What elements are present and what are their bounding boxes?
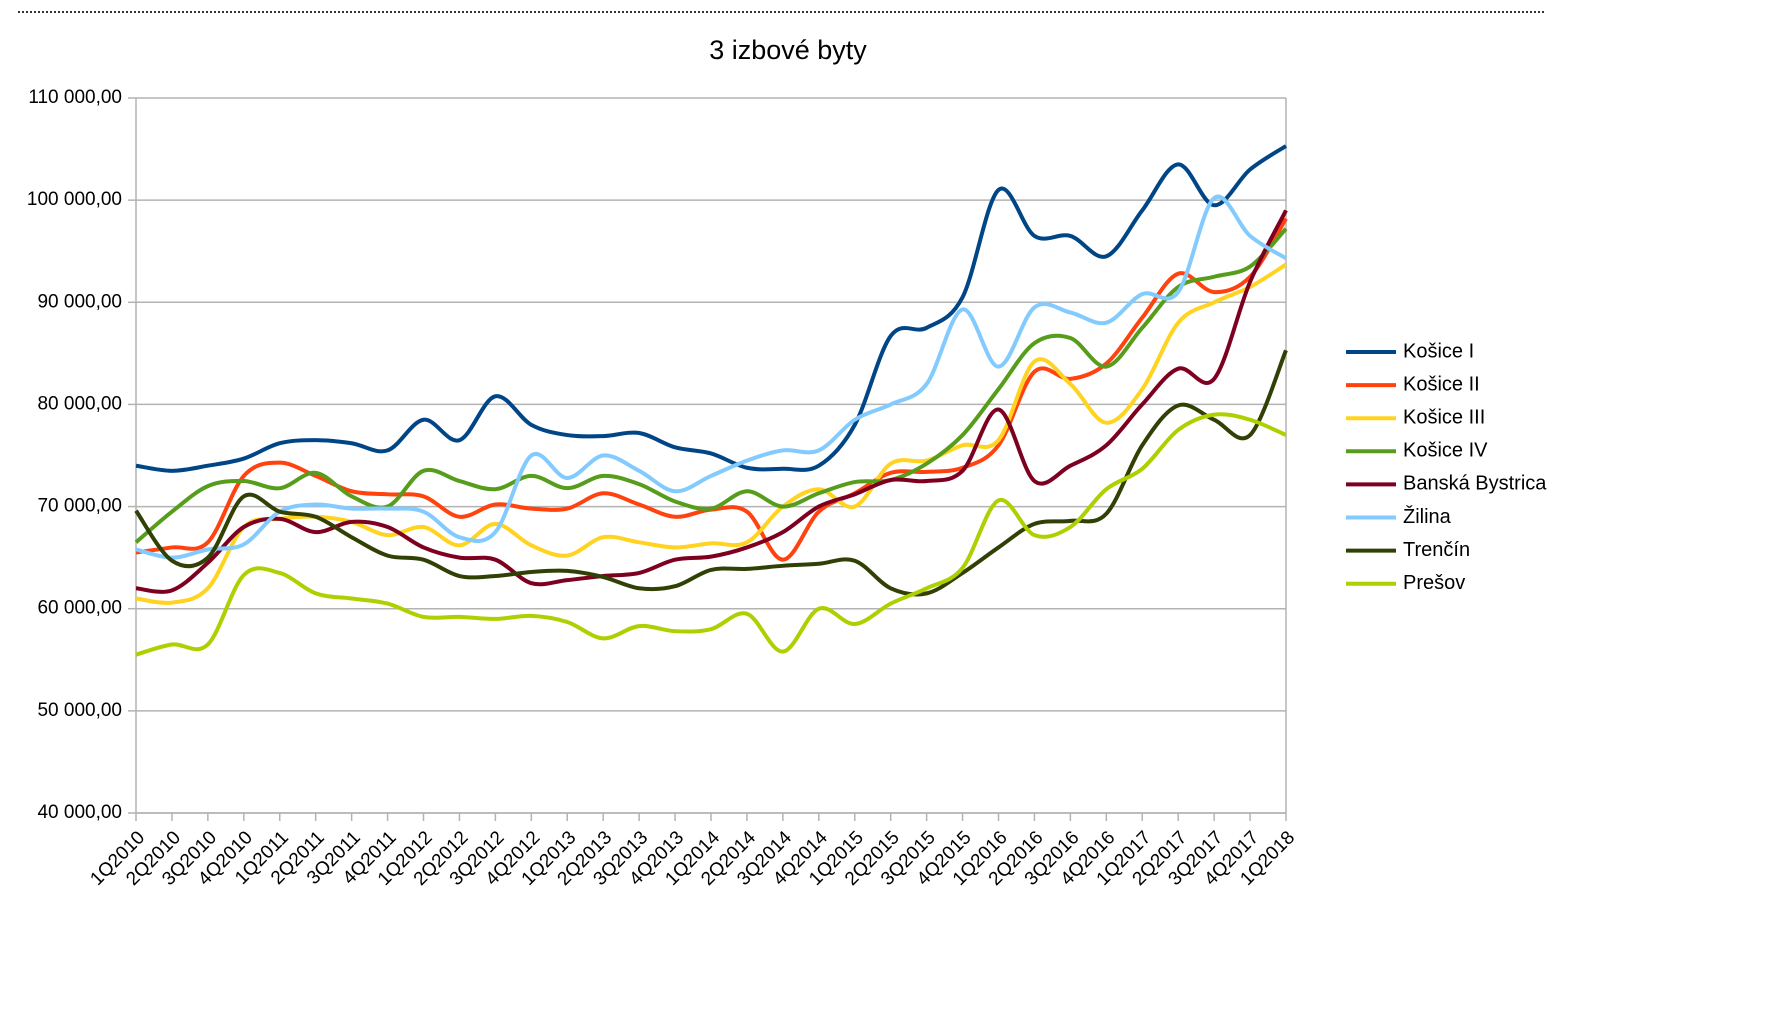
legend-label: Prešov <box>1403 572 1465 594</box>
series-line <box>134 349 1288 597</box>
y-tick-label: 90 000,00 <box>37 291 122 312</box>
series-line <box>135 412 1287 657</box>
y-tick-label: 70 000,00 <box>37 496 122 517</box>
series-line <box>134 227 1288 544</box>
legend-label: Trenčín <box>1403 539 1470 561</box>
series-line <box>135 194 1288 560</box>
legend-label: Banská Bystrica <box>1403 473 1547 495</box>
y-tick-label: 60 000,00 <box>37 598 122 619</box>
legend-label: Košice III <box>1403 406 1485 428</box>
series-line <box>135 144 1288 473</box>
series-line <box>135 262 1288 605</box>
chart-title: 3 izbové byty <box>709 35 867 65</box>
legend-label: Žilina <box>1403 505 1452 528</box>
series-line <box>135 209 1288 594</box>
y-tick-label: 40 000,00 <box>37 802 122 823</box>
y-tick-label: 80 000,00 <box>37 393 122 414</box>
y-tick-label: 100 000,00 <box>27 189 122 210</box>
y-tick-label: 50 000,00 <box>37 700 122 721</box>
legend-label: Košice IV <box>1403 440 1488 462</box>
y-tick-label: 110 000,00 <box>28 87 122 108</box>
legend-label: Košice II <box>1403 373 1480 395</box>
legend-label: Košice I <box>1403 340 1474 362</box>
